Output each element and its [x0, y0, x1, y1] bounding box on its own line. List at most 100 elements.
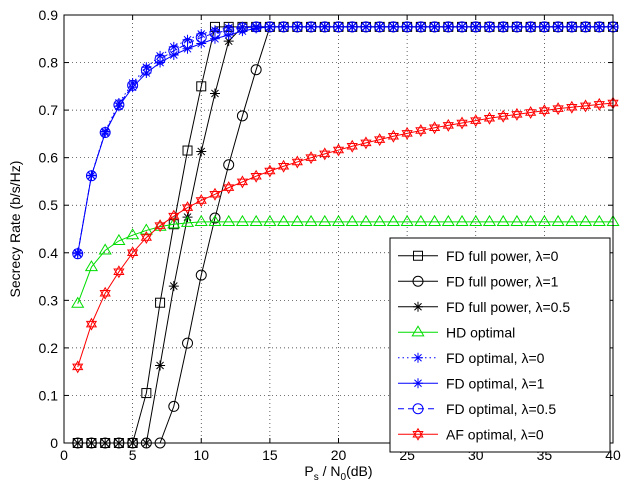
data-point	[305, 21, 317, 33]
data-point	[525, 105, 537, 119]
data-point	[250, 169, 262, 183]
data-point	[155, 360, 166, 371]
data-point	[182, 34, 193, 45]
data-point	[112, 233, 126, 245]
data-point	[483, 111, 496, 125]
data-point	[86, 170, 97, 181]
series-line	[77, 26, 613, 254]
data-point	[182, 145, 193, 156]
data-point	[456, 21, 468, 33]
data-point	[209, 27, 221, 39]
data-point	[140, 231, 152, 245]
data-point	[99, 126, 111, 138]
series-layer	[71, 21, 620, 449]
data-point	[347, 21, 358, 32]
data-point	[388, 21, 399, 32]
y-tick-label: 0.5	[39, 197, 59, 213]
data-point	[223, 181, 235, 195]
data-point	[168, 41, 179, 52]
data-point	[71, 296, 85, 308]
data-point	[333, 21, 344, 33]
legend-swatch-marker	[413, 378, 423, 389]
x-tick-label: 15	[262, 447, 278, 463]
y-tick-label: 0.4	[39, 245, 59, 261]
data-point	[456, 116, 468, 130]
data-point	[180, 215, 195, 227]
x-tick-label: 20	[331, 447, 347, 463]
data-point	[85, 317, 98, 331]
x-tick-label: 10	[193, 447, 209, 463]
data-point	[250, 64, 262, 76]
legend-label: FD optimal, λ=0.5	[446, 401, 556, 417]
data-point	[346, 139, 358, 153]
data-point	[319, 147, 331, 161]
legend-swatch-marker	[412, 403, 424, 415]
data-point	[551, 214, 565, 226]
data-point	[387, 21, 399, 33]
legend-label: FD optimal, λ=0	[446, 350, 545, 366]
data-point	[319, 21, 330, 32]
data-point	[539, 21, 550, 32]
series-8	[72, 96, 619, 374]
data-point	[195, 269, 207, 281]
data-point	[579, 99, 592, 113]
data-point	[401, 21, 413, 33]
data-point	[537, 214, 551, 226]
data-point	[235, 214, 250, 226]
data-point	[511, 21, 523, 33]
data-point	[84, 260, 99, 272]
y-tick-label: 0.8	[39, 55, 59, 71]
legend-label: FD full power, λ=0.5	[446, 299, 570, 315]
data-point	[126, 228, 140, 240]
data-point	[538, 21, 550, 33]
data-point	[455, 214, 469, 226]
data-point	[318, 214, 332, 226]
data-point	[264, 21, 276, 33]
data-point	[196, 81, 207, 92]
data-point	[414, 214, 428, 226]
data-point	[332, 143, 345, 157]
data-point	[250, 21, 262, 33]
data-point	[290, 214, 304, 226]
data-point	[470, 114, 482, 128]
x-axis-label-tail: (dB)	[346, 463, 372, 479]
data-point	[277, 159, 290, 173]
data-point	[593, 97, 605, 111]
data-point	[565, 214, 579, 226]
data-point	[263, 214, 277, 226]
data-point	[304, 214, 318, 226]
data-point	[497, 21, 509, 33]
data-point	[469, 214, 483, 226]
data-point	[126, 246, 139, 260]
data-point	[593, 21, 605, 33]
data-point	[113, 101, 124, 112]
data-point	[415, 124, 427, 138]
data-point	[154, 53, 166, 65]
data-point	[99, 286, 111, 300]
axis-ticks: 0 5 10 15 20 25 30 35 4000.10.20.30.40.50.60.70.…	[39, 7, 621, 463]
legend-label: HD optimal	[446, 324, 515, 340]
data-point	[113, 265, 125, 279]
data-point	[510, 214, 524, 226]
data-point	[195, 31, 207, 43]
data-point	[278, 21, 289, 32]
data-point	[441, 214, 455, 226]
data-point	[498, 21, 509, 32]
data-point	[415, 21, 427, 33]
data-point	[155, 50, 166, 61]
data-point	[167, 217, 181, 229]
data-point	[208, 214, 222, 226]
data-point	[223, 22, 234, 33]
data-point	[566, 100, 578, 114]
series-line	[77, 102, 614, 368]
legend-swatch-marker	[413, 301, 423, 312]
legend-item: HD optimal	[398, 324, 515, 340]
data-point	[346, 21, 358, 33]
x-tick-label: 5	[129, 447, 137, 463]
data-point	[196, 146, 207, 157]
data-point	[374, 21, 386, 33]
data-point	[182, 337, 194, 349]
data-point	[428, 121, 441, 135]
legend-item: FD full power, λ=1	[398, 273, 559, 289]
data-point	[442, 118, 454, 132]
